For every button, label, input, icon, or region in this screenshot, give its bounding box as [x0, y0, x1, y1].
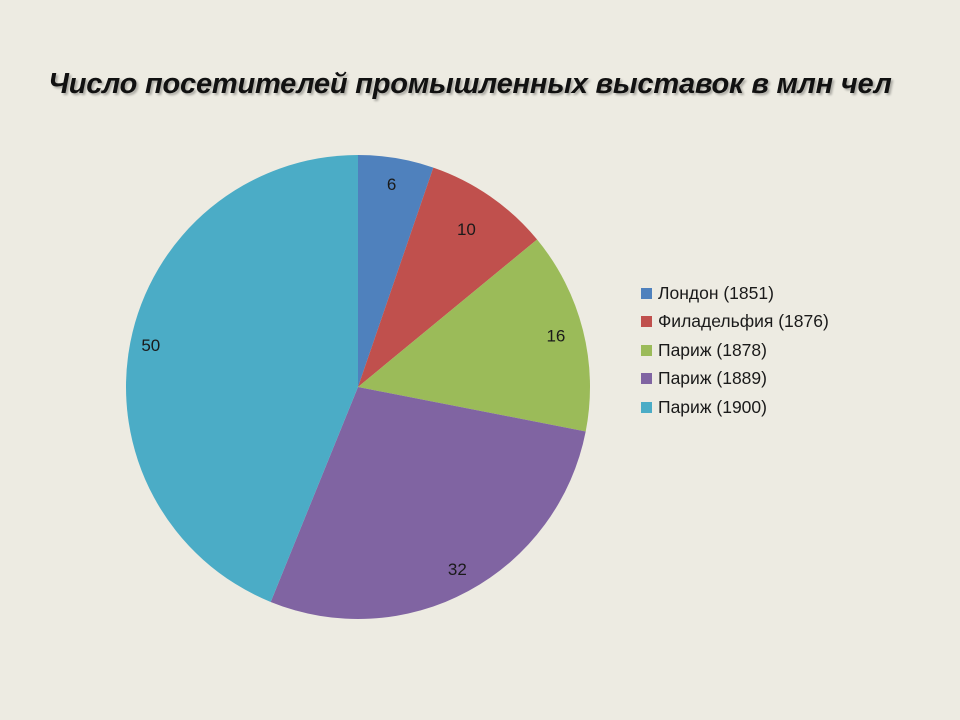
legend-item-3: Париж (1878) — [641, 336, 901, 365]
legend-label: Париж (1900) — [658, 396, 767, 417]
legend-swatch — [641, 373, 652, 385]
legend-label: Филадельфия (1876) — [658, 311, 829, 332]
chart-title: Число посетителей промышленных выставок … — [48, 68, 892, 100]
data-label-3: 16 — [546, 326, 565, 345]
legend-swatch — [641, 287, 652, 299]
data-label-2: 10 — [457, 220, 476, 239]
pie-slice-4 — [270, 387, 586, 619]
legend-label: Париж (1878) — [658, 339, 767, 360]
legend-swatch — [641, 316, 652, 328]
legend-label: Лондон (1851) — [658, 282, 774, 303]
pie-data-labels: 6 10 16 32 50 — [141, 175, 565, 579]
pie-slice-5 — [126, 155, 358, 602]
legend-item-5: Париж (1900) — [641, 393, 901, 422]
data-label-5: 50 — [141, 336, 160, 355]
chart-legend: Лондон (1851) Филадельфия (1876) Париж (18… — [641, 279, 901, 422]
pie-slices — [126, 155, 590, 619]
legend-item-2: Филадельфия (1876) — [641, 308, 901, 337]
legend-label: Париж (1889) — [658, 368, 767, 389]
data-label-4: 32 — [448, 560, 467, 579]
legend-item-1: Лондон (1851) — [641, 279, 901, 308]
pie-slice-3 — [358, 239, 590, 432]
legend-swatch — [641, 344, 652, 356]
pie-slice-1 — [358, 155, 434, 387]
data-label-1: 6 — [387, 175, 396, 194]
legend-swatch — [641, 401, 652, 413]
pie-slice-2 — [358, 167, 538, 387]
legend-item-4: Париж (1889) — [641, 365, 901, 394]
